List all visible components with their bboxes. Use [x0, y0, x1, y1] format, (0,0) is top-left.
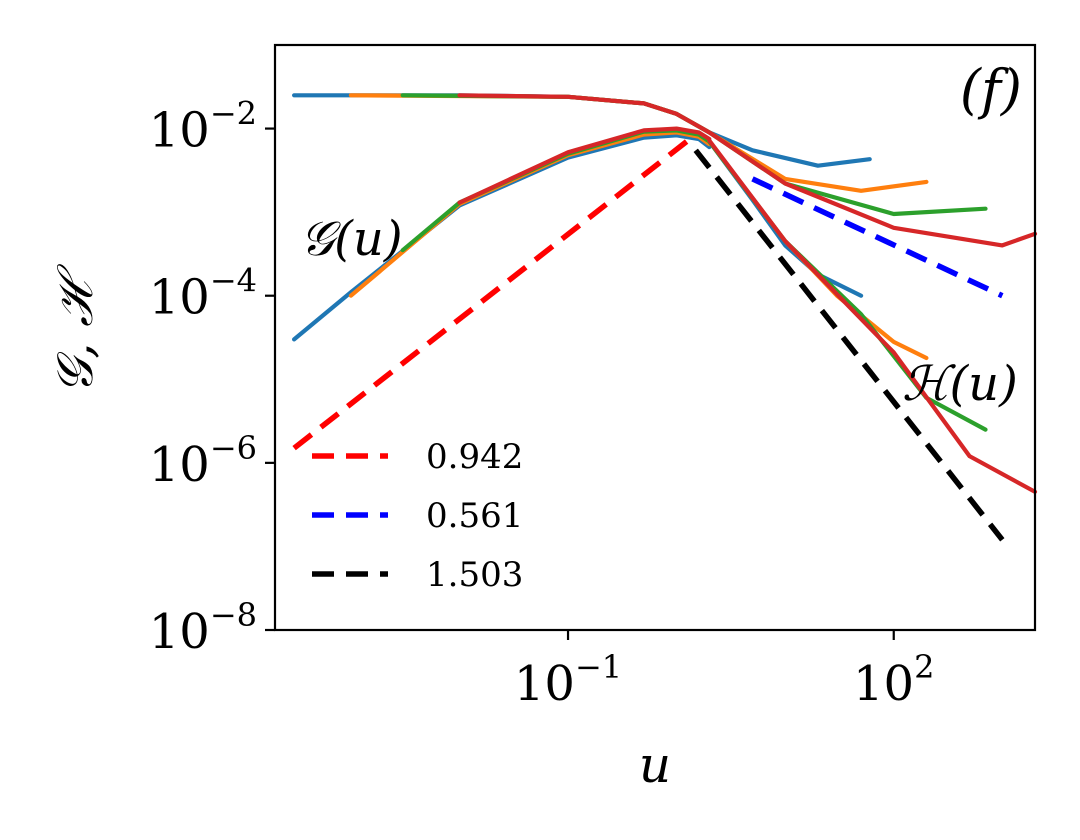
fit-line-0-942 [292, 132, 698, 451]
y-tick-label-2: 10−6 [149, 429, 257, 493]
axis-ticks: 10−1 102 10−2 10−4 10−6 10−8 [149, 95, 935, 712]
series-line-3 [457, 126, 712, 205]
series-line-2 [400, 128, 712, 253]
legend-label-0: 0.942 [426, 437, 523, 477]
series-line-9 [348, 93, 929, 193]
series-line-5 [707, 139, 929, 361]
y-axis-label: 𝒢, ℋ [46, 264, 104, 394]
axes-frame [273, 43, 1037, 632]
series-line-10 [400, 93, 988, 217]
annotation-h: ℋ(u) [902, 356, 1018, 412]
annotation-g: 𝒢(u) [300, 211, 403, 267]
series-line-11 [457, 93, 1038, 248]
fit-lines [292, 132, 1005, 542]
x-tick-label-1: 102 [853, 648, 934, 712]
fit-line-0-561 [751, 176, 1004, 299]
series-lines [292, 93, 1038, 494]
y-tick-label-1: 10−4 [149, 262, 257, 326]
x-axis-label: u [639, 736, 671, 794]
panel-label: (f) [960, 58, 1022, 121]
x-tick-label-0: 10−1 [514, 648, 622, 712]
y-tick-label-3: 10−8 [149, 596, 257, 660]
legend-label-2: 1.503 [426, 555, 523, 595]
legend-label-1: 0.561 [426, 496, 523, 536]
y-tick-label-0: 10−2 [149, 95, 257, 159]
legend: 0.942 0.561 1.503 [312, 437, 523, 595]
series-line-7 [707, 138, 1038, 494]
series-line-1 [348, 130, 712, 298]
fit-line-1-503 [693, 148, 1005, 542]
